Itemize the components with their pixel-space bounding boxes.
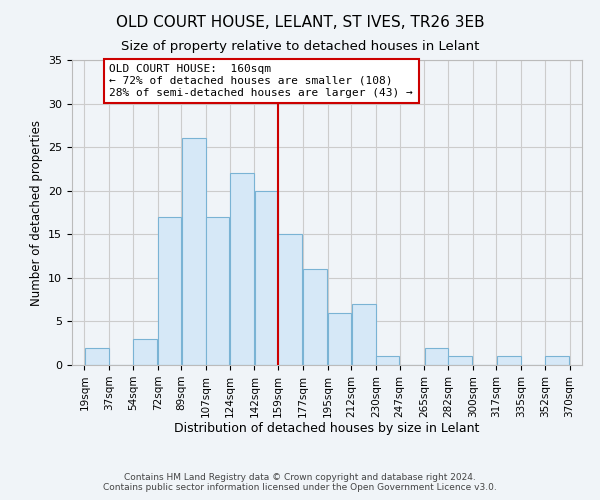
Text: OLD COURT HOUSE:  160sqm
← 72% of detached houses are smaller (108)
28% of semi-: OLD COURT HOUSE: 160sqm ← 72% of detache… <box>109 64 413 98</box>
Bar <box>158 217 181 365</box>
X-axis label: Distribution of detached houses by size in Lelant: Distribution of detached houses by size … <box>175 422 479 436</box>
Text: Size of property relative to detached houses in Lelant: Size of property relative to detached ho… <box>121 40 479 53</box>
Bar <box>376 356 399 365</box>
Bar <box>230 174 254 365</box>
Bar <box>497 356 521 365</box>
Y-axis label: Number of detached properties: Number of detached properties <box>29 120 43 306</box>
Bar <box>85 348 109 365</box>
Bar <box>448 356 472 365</box>
Bar <box>206 217 229 365</box>
Bar <box>278 234 302 365</box>
Bar <box>425 348 448 365</box>
Bar <box>255 190 278 365</box>
Bar <box>303 269 328 365</box>
Bar <box>328 312 351 365</box>
Bar <box>545 356 569 365</box>
Text: Contains HM Land Registry data © Crown copyright and database right 2024.
Contai: Contains HM Land Registry data © Crown c… <box>103 473 497 492</box>
Bar <box>182 138 206 365</box>
Bar <box>133 339 157 365</box>
Text: OLD COURT HOUSE, LELANT, ST IVES, TR26 3EB: OLD COURT HOUSE, LELANT, ST IVES, TR26 3… <box>116 15 484 30</box>
Bar <box>352 304 376 365</box>
